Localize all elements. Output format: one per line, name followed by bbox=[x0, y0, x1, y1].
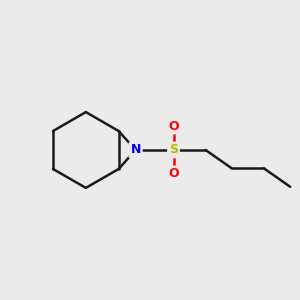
Text: O: O bbox=[168, 120, 179, 133]
Text: O: O bbox=[168, 167, 179, 180]
Text: S: S bbox=[169, 143, 178, 157]
Text: N: N bbox=[130, 143, 141, 157]
